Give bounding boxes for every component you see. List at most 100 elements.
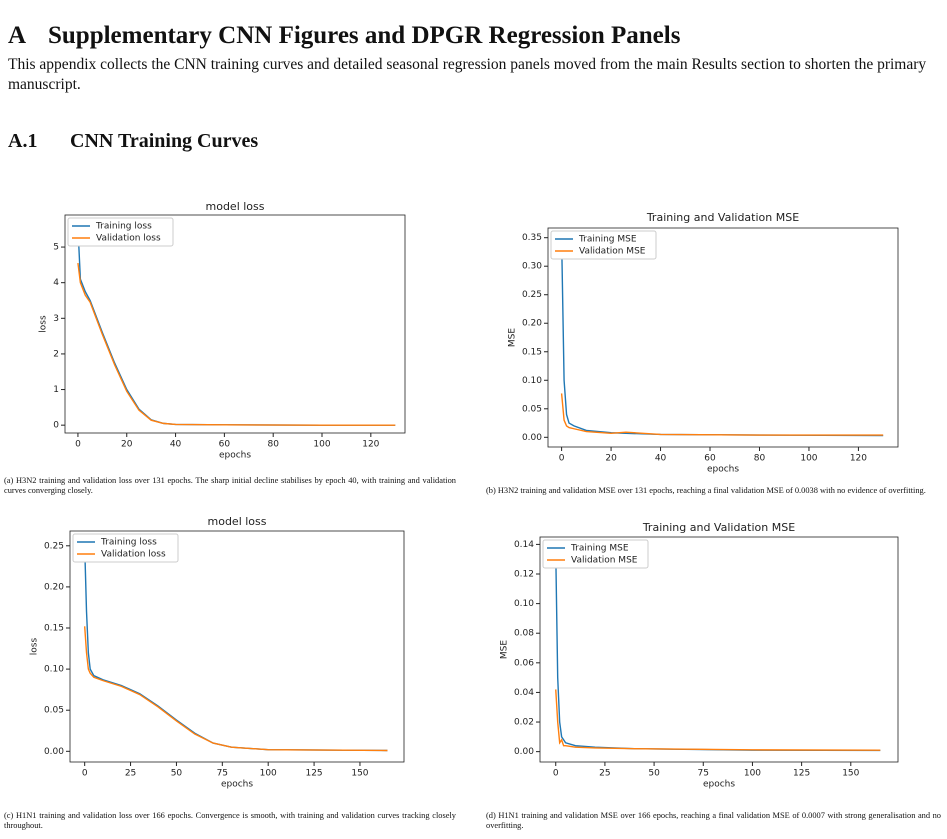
caption: (b) H3N2 training and validation MSE ove… — [486, 486, 926, 495]
series-line — [555, 551, 881, 752]
y-tick-label: 0.14 — [514, 540, 534, 550]
x-tick-label: 75 — [698, 769, 709, 779]
y-tick-label: 0.30 — [522, 262, 542, 272]
y-tick-label: 4 — [53, 278, 59, 288]
y-tick-label: 0.06 — [514, 658, 534, 668]
series-line — [560, 393, 884, 436]
y-tick-label: 0.00 — [522, 433, 542, 443]
y-tick-label: 0.10 — [514, 599, 534, 609]
y-tick-label: 0.10 — [522, 376, 542, 386]
y-axis-label: loss — [30, 637, 40, 655]
x-tick-label: 80 — [267, 440, 279, 450]
x-tick-label: 60 — [219, 440, 231, 450]
x-tick-label: 125 — [305, 769, 322, 779]
x-tick-label: 0 — [553, 769, 559, 779]
x-tick-label: 40 — [170, 440, 182, 450]
x-tick-label: 100 — [744, 769, 761, 779]
y-tick-label: 0.20 — [522, 319, 542, 329]
x-axis-label: epochs — [707, 465, 739, 475]
legend-label: Validation loss — [96, 234, 161, 244]
y-tick-label: 0.25 — [44, 541, 64, 551]
y-tick-label: 1 — [53, 385, 59, 395]
series-line — [560, 237, 884, 437]
x-tick-label: 100 — [260, 769, 277, 779]
x-tick-label: 0 — [559, 454, 565, 464]
series-line — [83, 545, 388, 752]
series-line — [77, 227, 396, 426]
y-tick-label: 0.20 — [44, 582, 64, 592]
y-tick-label: 2 — [53, 349, 59, 359]
y-tick-label: 3 — [53, 314, 59, 324]
chart-title: model loss — [208, 515, 267, 528]
y-tick-label: 0.00 — [514, 747, 534, 757]
plot-frame — [64, 214, 406, 434]
y-tick-label: 0.10 — [44, 665, 64, 675]
caption: (a) H3N2 training and validation loss ov… — [4, 476, 456, 495]
chart-title: Training and Validation MSE — [642, 521, 795, 534]
x-tick-label: 150 — [351, 769, 368, 779]
plot-frame — [547, 227, 899, 448]
legend-label: Validation loss — [101, 550, 166, 560]
section-heading: A Supplementary CNN Figures and DPGR Regr… — [8, 22, 680, 50]
legend-label: Training MSE — [570, 544, 629, 554]
section-number: A — [8, 22, 27, 49]
x-tick-label: 125 — [793, 769, 810, 779]
x-tick-label: 150 — [842, 769, 859, 779]
x-tick-label: 75 — [217, 769, 228, 779]
y-tick-label: 0.35 — [522, 233, 542, 243]
y-tick-label: 0.25 — [522, 290, 542, 300]
legend-label: Validation MSE — [571, 556, 638, 566]
plot-frame — [539, 536, 899, 763]
legend-box — [542, 539, 649, 569]
subsection-number: A.1 — [8, 130, 38, 152]
x-tick-label: 25 — [599, 769, 610, 779]
x-tick-label: 120 — [362, 440, 379, 450]
x-axis-label: epochs — [221, 780, 253, 790]
y-tick-label: 0.15 — [522, 347, 542, 357]
x-axis-label: epochs — [219, 451, 251, 461]
legend-label: Training loss — [95, 222, 152, 232]
legend-label: Training loss — [100, 538, 157, 548]
x-tick-label: 20 — [605, 454, 617, 464]
y-tick-label: 0.15 — [44, 624, 64, 634]
legend-label: Validation MSE — [579, 247, 646, 257]
subsection-title: CNN Training Curves — [70, 130, 259, 152]
y-tick-label: 0.05 — [44, 706, 64, 716]
x-tick-label: 60 — [704, 454, 716, 464]
y-axis-label: MSE — [508, 328, 518, 347]
intro-paragraph: This appendix collects the CNN training … — [8, 56, 927, 93]
y-axis-label: MSE — [500, 640, 510, 659]
legend-label: Training MSE — [578, 235, 637, 245]
legend-box — [550, 230, 657, 260]
chart-title: Training and Validation MSE — [646, 211, 799, 224]
section-title: Supplementary CNN Figures and DPGR Regre… — [48, 22, 681, 49]
x-tick-label: 25 — [125, 769, 136, 779]
subsection-heading: A.1 CNN Training Curves — [8, 130, 258, 153]
series-line — [83, 626, 388, 752]
y-tick-label: 0.02 — [514, 718, 534, 728]
x-tick-label: 100 — [800, 454, 817, 464]
y-tick-label: 0.04 — [514, 688, 534, 698]
x-tick-label: 20 — [121, 440, 133, 450]
chart-title: model loss — [206, 200, 265, 213]
series-line — [77, 263, 396, 426]
x-axis-label: epochs — [703, 780, 735, 790]
x-tick-label: 80 — [754, 454, 766, 464]
x-tick-label: 40 — [655, 454, 667, 464]
caption: (d) H1N1 training and validation MSE ove… — [486, 811, 941, 830]
y-axis-label: loss — [39, 315, 49, 333]
x-tick-label: 50 — [648, 769, 660, 779]
legend-box — [72, 533, 179, 563]
y-tick-label: 0 — [53, 421, 59, 431]
x-tick-label: 100 — [313, 440, 330, 450]
x-tick-label: 0 — [82, 769, 88, 779]
plot-frame — [69, 530, 405, 763]
x-tick-label: 0 — [75, 440, 81, 450]
x-tick-label: 50 — [171, 769, 183, 779]
legend-box — [67, 217, 174, 247]
y-tick-label: 5 — [53, 243, 59, 253]
y-tick-label: 0.12 — [514, 570, 534, 580]
y-tick-label: 0.00 — [44, 747, 64, 757]
